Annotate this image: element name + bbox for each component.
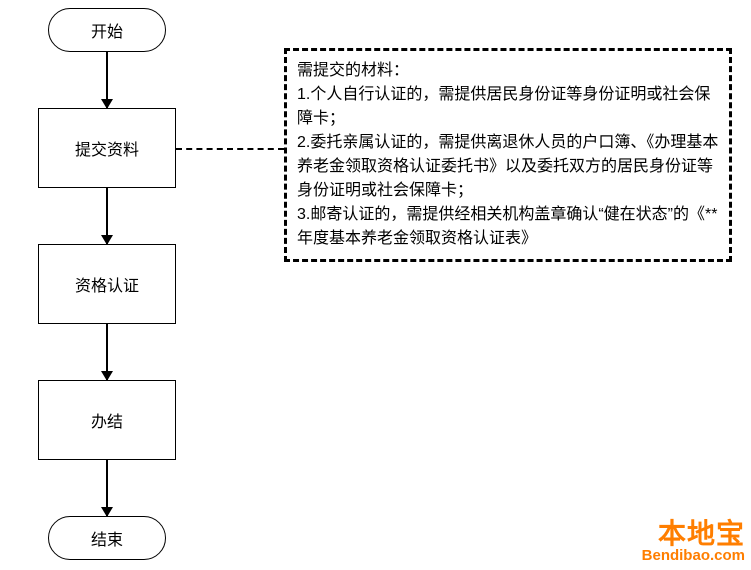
flow-node-label: 开始 [91, 18, 123, 42]
note-title: 需提交的材料： [297, 59, 719, 83]
flow-node-submit: 提交资料 [38, 108, 176, 188]
flow-node-done: 办结 [38, 380, 176, 460]
note-item: 2.委托亲属认证的，需提供离退休人员的户口簿、《办理基本养老金领取资格认证委托书… [297, 131, 719, 203]
flow-node-start: 开始 [48, 8, 166, 52]
watermark-main: 本地宝 [642, 519, 745, 548]
flow-node-verify: 资格认证 [38, 244, 176, 324]
note-item: 1.个人自行认证的，需提供居民身份证等身份证明或社会保障卡； [297, 83, 719, 131]
watermark: 本地宝 Bendibao.com [642, 519, 745, 564]
flow-node-label: 提交资料 [75, 136, 139, 160]
flow-edge [106, 460, 108, 516]
flowchart-canvas: 开始 提交资料 资格认证 办结 结束 需提交的材料： 1.个人自行认证的，需提供… [0, 0, 751, 570]
flow-node-label: 资格认证 [75, 272, 139, 296]
flow-edge [106, 52, 108, 108]
flow-node-end: 结束 [48, 516, 166, 560]
note-item: 3.邮寄认证的，需提供经相关机构盖章确认“健在状态”的《**年度基本养老金领取资… [297, 203, 719, 251]
flow-note-connector [176, 148, 284, 150]
flow-edge [106, 188, 108, 244]
flow-node-label: 结束 [91, 526, 123, 550]
watermark-sub: Bendibao.com [642, 548, 745, 564]
materials-note-box: 需提交的材料： 1.个人自行认证的，需提供居民身份证等身份证明或社会保障卡； 2… [284, 48, 732, 262]
flow-node-label: 办结 [91, 408, 123, 432]
flow-edge [106, 324, 108, 380]
